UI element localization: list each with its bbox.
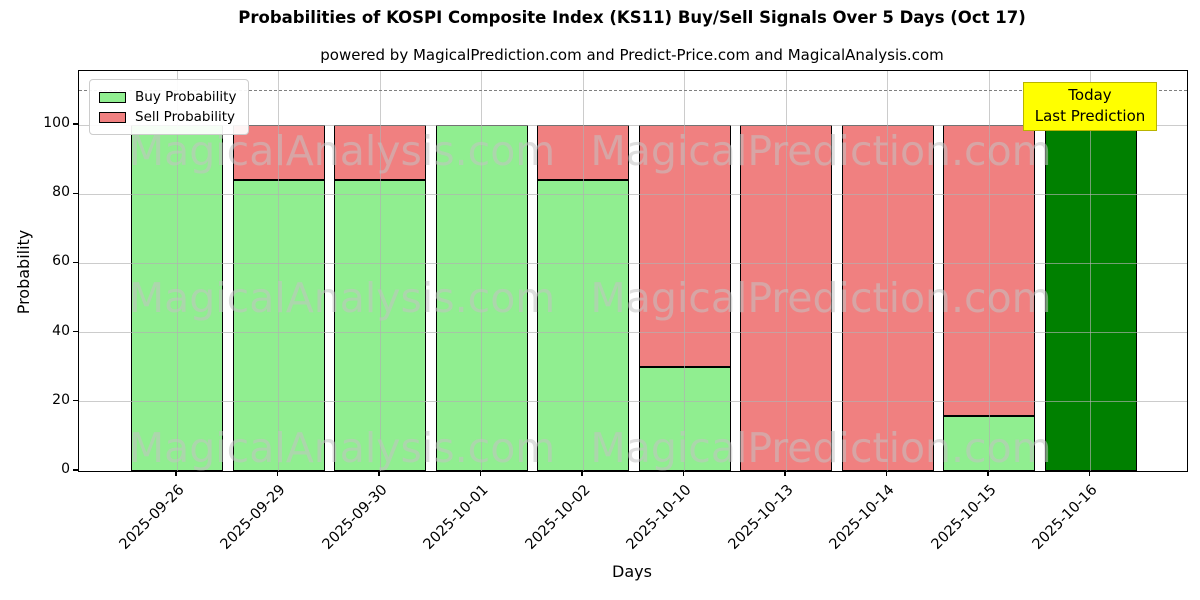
v-gridline [481,71,482,471]
legend: Buy Probability Sell Probability [89,79,250,135]
x-tick-label: 2025-09-29 [217,482,289,553]
y-tick-label: 20 [52,391,70,408]
x-tick-label: 2025-10-01 [420,482,492,553]
legend-label-sell: Sell Probability [135,109,236,125]
y-tick-mark-icon [73,123,78,125]
x-tick-label: 2025-10-14 [826,482,898,553]
dashed-threshold-line [79,90,1187,92]
h-gridline [79,124,1187,126]
v-gridline [176,71,178,471]
h-gridline [79,401,1187,403]
h-gridline [79,193,1187,195]
h-gridline [79,332,1187,334]
y-tick-label: 60 [52,253,70,270]
x-tick-mark-icon [581,471,583,476]
x-tick-label: 2025-09-30 [319,482,391,553]
x-tick-label: 2025-10-10 [623,482,695,553]
y-tick-label: 0 [61,461,70,477]
x-tick-label: 2025-10-13 [725,482,797,553]
x-axis-label: Days [612,562,652,581]
y-tick-label: 80 [52,184,70,201]
x-tick-mark-icon [175,471,177,476]
y-tick-label: 40 [52,322,70,339]
plot-area: Buy Probability Sell Probability Today L… [78,70,1188,472]
x-tick-mark-icon [479,471,482,476]
x-tick-mark-icon [1088,471,1091,476]
x-tick-mark-icon [682,471,685,476]
v-gridline [278,71,279,471]
legend-label-buy: Buy Probability [135,89,237,105]
v-gridline [379,71,381,471]
v-gridline [785,71,787,471]
y-tick-label: 100 [43,115,70,131]
h-gridline [79,262,1187,264]
v-gridline [582,71,584,471]
x-tick-mark-icon [378,471,380,476]
annotation-line2: Last Prediction [1034,107,1146,126]
chart-subtitle: powered by MagicalPrediction.com and Pre… [320,46,944,64]
x-tick-mark-icon [885,471,888,476]
legend-item-sell: Sell Probability [99,107,236,127]
v-gridline [887,71,888,471]
y-tick-mark-icon [73,261,78,264]
y-tick-mark-icon [73,400,78,402]
annotation-line1: Today [1068,86,1112,104]
chart-title: Probabilities of KOSPI Composite Index (… [238,8,1026,27]
x-tick-mark-icon [784,471,786,476]
sell-swatch-icon [99,111,126,123]
v-gridline [1090,71,1091,471]
x-tick-label: 2025-09-26 [116,482,188,553]
y-tick-mark-icon [73,469,78,471]
today-annotation: Today Last Prediction [1023,82,1157,131]
v-gridline [988,71,990,471]
v-gridline [684,71,685,471]
y-tick-mark-icon [73,330,78,333]
x-tick-labels: 2025-09-26 2025-09-29 2025-09-30 2025-10-01… [78,474,1186,574]
x-tick-mark-icon [276,471,279,476]
buy-swatch-icon [99,91,126,103]
legend-item-buy: Buy Probability [99,87,236,107]
y-tick-mark-icon [73,192,78,194]
x-tick-label: 2025-10-02 [522,482,594,553]
x-tick-mark-icon [987,471,989,476]
x-tick-label: 2025-10-16 [1029,482,1101,553]
x-tick-label: 2025-10-15 [928,482,1000,553]
